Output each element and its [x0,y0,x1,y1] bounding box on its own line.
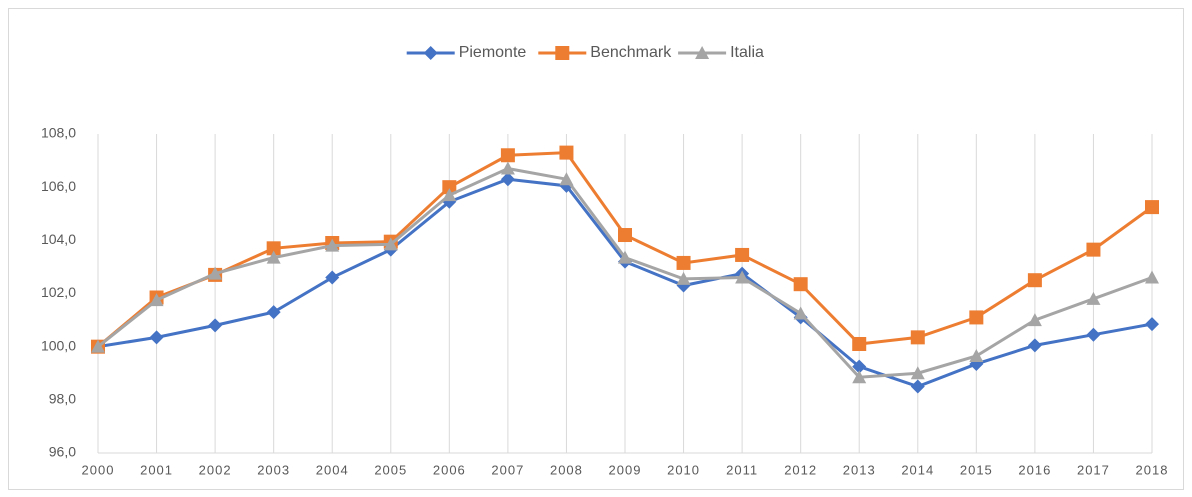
data-point [1145,200,1159,215]
data-point [208,318,223,333]
data-point [1145,270,1159,284]
data-point [852,370,867,384]
y-tick-label: 104,0 [41,231,76,247]
x-tick-label: 2014 [901,462,934,477]
data-point [149,330,164,345]
data-point [149,293,164,307]
y-tick-label: 96,0 [49,444,76,460]
data-point [500,172,515,187]
data-point [325,270,340,285]
x-tick-label: 2003 [257,462,290,477]
data-point [1086,327,1101,342]
data-point [91,339,105,353]
data-point [1086,291,1101,305]
data-point [1145,317,1159,332]
data-point [618,228,632,243]
data-point [735,247,750,262]
legend-label: Piemonte [459,44,527,61]
x-tick-label: 2010 [667,462,700,477]
x-tick-label: 2004 [316,462,349,477]
data-point [1027,273,1042,288]
y-tick-label: 100,0 [41,337,76,353]
chart-border [8,8,1184,490]
data-point [325,238,340,252]
data-point [442,180,457,195]
data-point [500,148,515,163]
data-point [1027,313,1042,327]
legend-label: Italia [730,44,764,61]
data-point [1027,338,1042,353]
y-tick-label: 108,0 [41,125,76,141]
x-tick-label: 2012 [784,462,817,477]
x-tick-label: 2016 [1018,462,1051,477]
data-point [618,250,632,264]
data-point [676,255,691,270]
data-point [266,250,281,264]
data-point [266,305,281,320]
data-point [676,271,691,285]
data-point [266,241,281,256]
legend-marker [423,46,438,60]
x-tick-label: 2000 [82,462,115,477]
data-point [969,348,984,362]
x-tick-label: 2005 [374,462,407,477]
data-point [559,145,574,160]
data-point [1086,242,1101,257]
x-tick-label: 2015 [960,462,993,477]
y-tick-label: 102,0 [41,284,76,300]
data-point [852,337,867,352]
x-tick-label: 2008 [550,462,583,477]
legend-marker [555,46,570,60]
x-tick-label: 2009 [609,462,642,477]
data-point [208,266,223,280]
x-tick-label: 2002 [199,462,232,477]
data-point [559,172,574,186]
data-point [442,188,457,202]
legend-label: Benchmark [590,44,672,61]
x-tick-label: 2001 [140,462,173,477]
x-tick-label: 2013 [843,462,876,477]
data-point [910,379,925,394]
y-tick-label: 106,0 [41,178,76,194]
data-point [735,270,750,284]
x-tick-label: 2011 [726,462,758,477]
legend-marker [695,46,710,59]
y-tick-label: 98,0 [49,391,76,407]
data-point [793,277,808,292]
x-tick-label: 2017 [1077,462,1110,477]
x-tick-label: 2007 [491,462,524,477]
data-point [500,161,515,175]
data-point [793,306,808,320]
x-tick-label: 2006 [433,462,466,477]
data-point [910,330,925,345]
data-point [969,310,984,325]
data-point [910,366,925,380]
data-point [852,359,867,374]
data-point [383,237,398,251]
x-tick-label: 2018 [1136,462,1169,477]
